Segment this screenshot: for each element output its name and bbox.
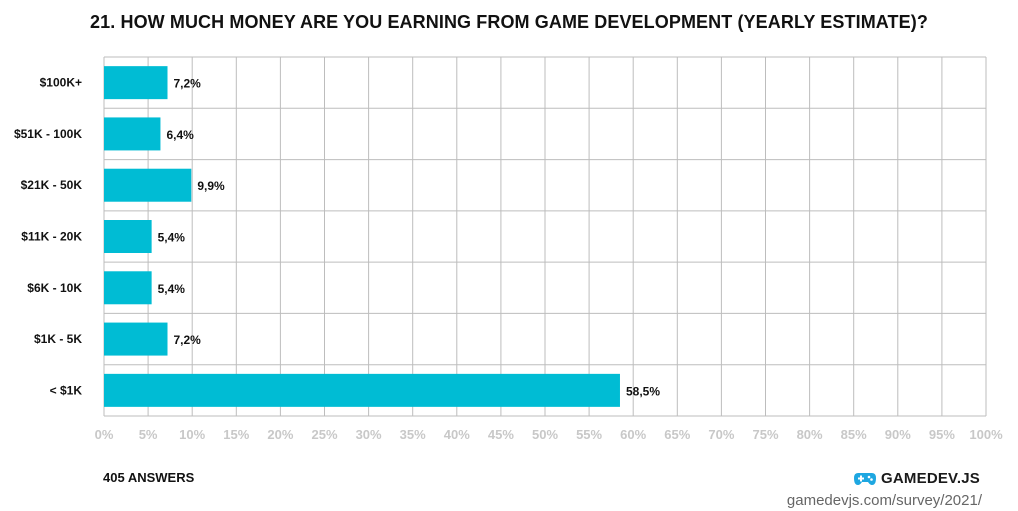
x-tick-label: 30% <box>356 427 382 442</box>
x-tick-label: 55% <box>576 427 602 442</box>
bar <box>104 220 152 253</box>
value-label: 9,9% <box>197 179 225 193</box>
x-tick-label: 65% <box>664 427 690 442</box>
bars <box>104 66 620 407</box>
x-tick-label: 15% <box>223 427 249 442</box>
grid-lines <box>103 56 987 417</box>
value-label: 58,5% <box>626 384 660 398</box>
x-tick-label: 90% <box>885 427 911 442</box>
value-label: 6,4% <box>166 128 194 142</box>
x-tick-label: 85% <box>841 427 867 442</box>
value-label: 7,2% <box>174 77 202 91</box>
x-tick-label: 5% <box>139 427 158 442</box>
bar <box>104 66 168 100</box>
answer-count: 405 ANSWERS <box>103 470 195 485</box>
bar <box>104 373 620 407</box>
value-label: 5,4% <box>158 282 186 296</box>
x-tick-label: 70% <box>708 427 734 442</box>
x-tick-label: 10% <box>179 427 205 442</box>
category-label: $21K - 50K <box>21 178 83 192</box>
x-tick-label: 35% <box>400 427 426 442</box>
value-label: 7,2% <box>174 333 202 347</box>
category-label: $6K - 10K <box>27 281 82 295</box>
value-labels: 7,2% 6,4% 9,9% 5,4% 5,4% 7,2% 58,5% <box>158 77 661 399</box>
bar <box>104 117 161 151</box>
x-tick-label: 100% <box>969 427 1003 442</box>
x-tick-label: 80% <box>797 427 823 442</box>
x-tick-label: 50% <box>532 427 558 442</box>
gamepad-icon <box>854 472 877 485</box>
brand-name: GAMEDEV.JS <box>881 470 980 487</box>
bar <box>104 322 168 356</box>
x-tick-label: 45% <box>488 427 514 442</box>
x-tick-label: 25% <box>311 427 337 442</box>
bar-chart: 7,2% 6,4% 9,9% 5,4% 5,4% 7,2% 58,5% $100K+ $51K… <box>14 56 1003 442</box>
value-label: 5,4% <box>158 231 186 245</box>
x-tick-label: 95% <box>929 427 955 442</box>
bar <box>104 271 152 305</box>
x-tick-label: 60% <box>620 427 646 442</box>
x-tick-label: 75% <box>752 427 778 442</box>
survey-url: gamedevjs.com/survey/2021/ <box>786 492 982 509</box>
bar <box>104 168 192 202</box>
x-tick-labels: 0% 5% 10% 15% 20% 25% 30% 35% 40% 45% 50% 55% 60% 65%… <box>95 427 1003 442</box>
category-label: < $1K <box>50 383 83 397</box>
x-tick-label: 20% <box>267 427 293 442</box>
chart-title: 21. HOW MUCH MONEY ARE YOU EARNING FROM … <box>90 12 928 32</box>
x-tick-label: 0% <box>95 427 114 442</box>
brand-logo: GAMEDEV.JS <box>853 470 980 487</box>
category-label: $11K - 20K <box>21 230 82 244</box>
category-label: $100K+ <box>40 76 82 90</box>
category-label: $1K - 5K <box>34 332 82 346</box>
category-label: $51K - 100K <box>14 127 82 141</box>
x-tick-label: 40% <box>444 427 470 442</box>
category-labels: $100K+ $51K - 100K $21K - 50K $11K - 20K $6K… <box>14 76 82 398</box>
